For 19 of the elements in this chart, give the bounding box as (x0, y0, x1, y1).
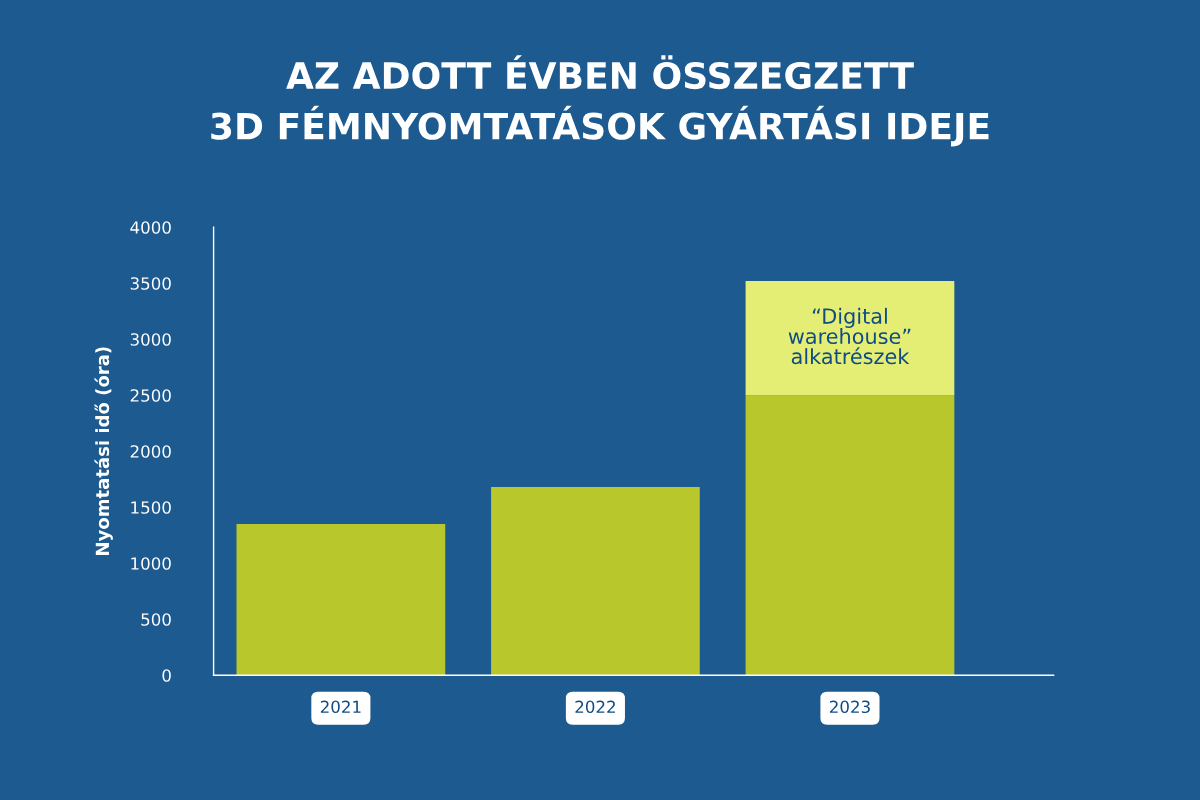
x-tick-label: 2023 (829, 700, 870, 714)
y-tick-label: 1000 (131, 557, 171, 570)
bar (745, 395, 955, 676)
y-tick-label: 2000 (130, 445, 171, 458)
chart-title: AZ ADOTT ÉVBEN ÖSSZEGZETT 3D FÉMNYOMTATÁSOK GYÁRTÁSI IDEJE (211, 55, 989, 147)
y-tick-label: 0 (162, 669, 171, 682)
y-axis-title: Nyomtatási idő (óra) (94, 347, 113, 555)
y-tick-label: 1500 (131, 501, 171, 514)
y-tick-label: 4000 (130, 221, 171, 234)
y-tick-label: 3000 (130, 333, 171, 346)
bar (491, 487, 700, 676)
y-tick-label: 2500 (130, 389, 171, 402)
x-tick-label: 2021 (320, 700, 361, 714)
bar (236, 524, 446, 676)
y-tick-label: 500 (141, 613, 171, 626)
series-label: “Digital warehouse” alkatrészek (788, 307, 911, 365)
bar (745, 280, 955, 396)
x-tick-label: 2022 (575, 700, 615, 714)
y-tick-label: 3500 (130, 277, 171, 290)
